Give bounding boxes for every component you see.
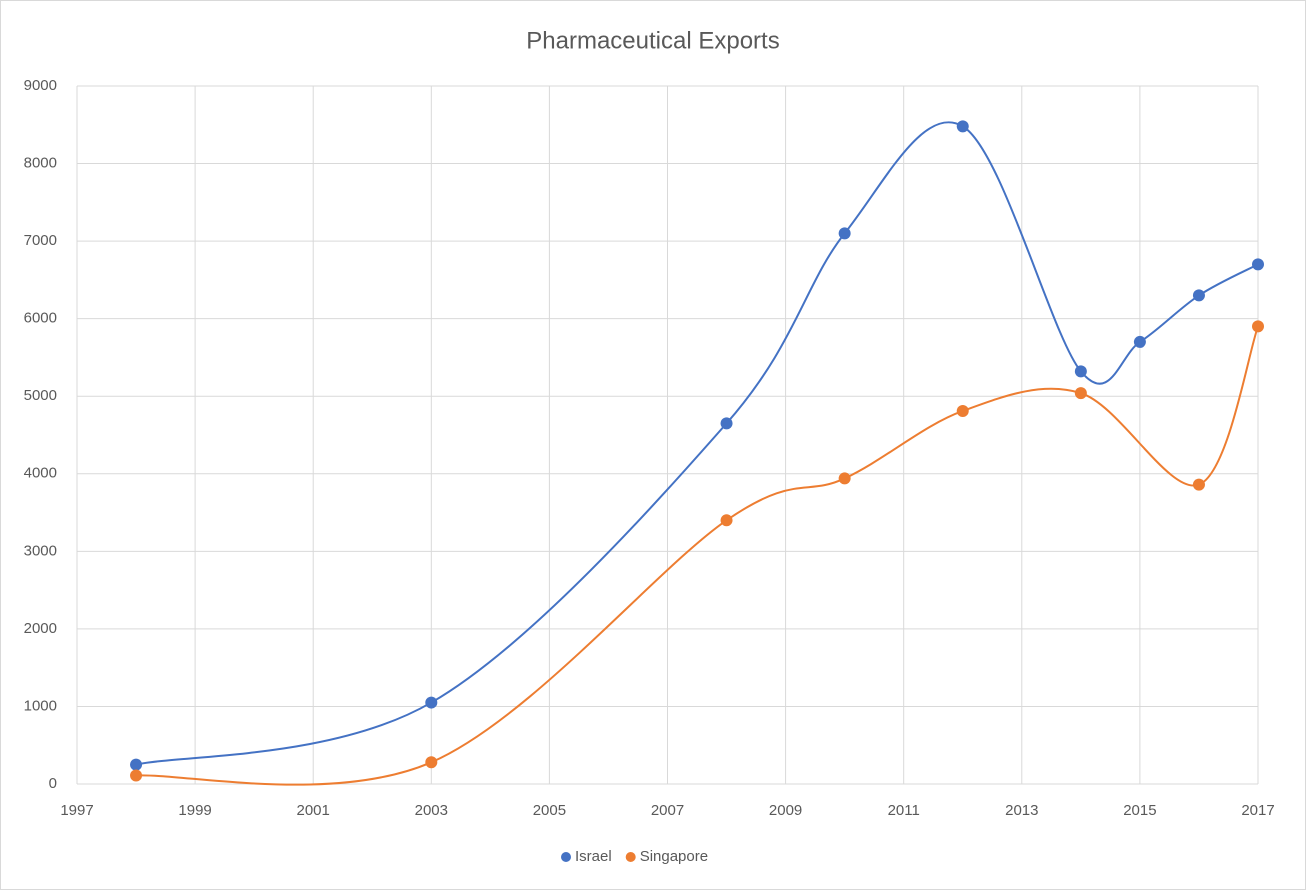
x-tick-label: 2005 xyxy=(533,802,566,819)
legend-marker xyxy=(625,852,636,862)
y-tick-label: 8000 xyxy=(24,155,57,172)
x-tick-label: 2009 xyxy=(769,802,802,819)
data-point xyxy=(720,417,733,430)
data-point xyxy=(130,769,143,782)
x-tick-label: 2017 xyxy=(1241,802,1274,819)
data-point xyxy=(720,514,733,527)
x-tick-label: 2007 xyxy=(651,802,684,819)
legend-label: Israel xyxy=(575,848,612,865)
data-point xyxy=(838,227,851,240)
data-point xyxy=(1133,335,1146,348)
legend-marker xyxy=(561,852,571,862)
y-tick-label: 4000 xyxy=(24,465,57,482)
data-point xyxy=(1252,320,1264,333)
x-tick-label: 1997 xyxy=(60,802,93,819)
y-tick-label: 3000 xyxy=(24,542,57,559)
x-tick-label: 2013 xyxy=(1005,802,1038,819)
data-point xyxy=(956,120,969,133)
data-point xyxy=(425,756,438,769)
data-point xyxy=(1192,478,1205,491)
data-point xyxy=(1074,387,1087,400)
y-tick-label: 9000 xyxy=(24,77,57,94)
y-tick-label: 6000 xyxy=(24,310,57,327)
legend-label: Singapore xyxy=(640,848,708,865)
data-point xyxy=(1252,258,1264,271)
data-point xyxy=(130,758,143,771)
x-tick-label: 2011 xyxy=(888,802,920,819)
data-point xyxy=(1192,289,1205,302)
y-tick-label: 0 xyxy=(49,775,57,792)
data-point xyxy=(425,696,438,709)
x-tick-label: 2003 xyxy=(415,802,448,819)
data-point xyxy=(1074,365,1087,378)
y-tick-label: 1000 xyxy=(24,697,57,714)
data-point xyxy=(956,404,969,417)
chart-title: Pharmaceutical Exports xyxy=(526,27,779,54)
y-tick-label: 5000 xyxy=(24,387,57,404)
y-tick-label: 7000 xyxy=(24,232,57,249)
x-tick-label: 1999 xyxy=(178,802,211,819)
data-point xyxy=(838,472,851,485)
x-tick-label: 2015 xyxy=(1123,802,1156,819)
y-tick-label: 2000 xyxy=(24,620,57,637)
x-tick-label: 2001 xyxy=(297,802,330,819)
